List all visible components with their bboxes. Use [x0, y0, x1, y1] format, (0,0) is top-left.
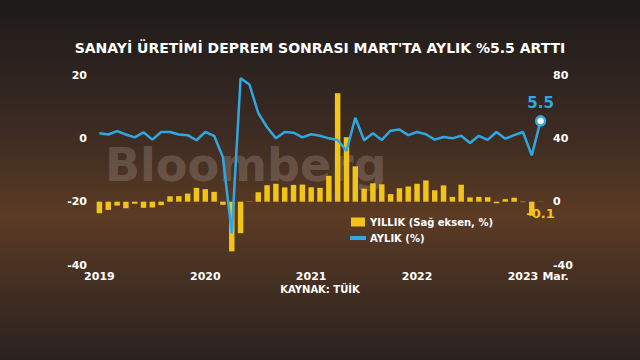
svg-text:Mar.: Mar. — [542, 270, 568, 283]
svg-text:0: 0 — [79, 132, 87, 145]
svg-text:80: 80 — [553, 69, 569, 82]
svg-text:YILLIK (Sağ eksen, %): YILLIK (Sağ eksen, %) — [369, 217, 493, 228]
svg-text:2021: 2021 — [296, 270, 327, 283]
svg-text:SANAYİ ÜRETİMİ DEPREM SONRASI: SANAYİ ÜRETİMİ DEPREM SONRASI MART'TA AY… — [75, 39, 566, 56]
svg-text:0: 0 — [553, 195, 561, 209]
svg-text:20: 20 — [72, 69, 88, 82]
svg-text:2022: 2022 — [402, 270, 433, 283]
svg-text:Bloomberg: Bloomberg — [105, 138, 387, 192]
svg-text:-40: -40 — [553, 258, 573, 272]
svg-text:2020: 2020 — [190, 270, 221, 283]
svg-text:-20: -20 — [67, 195, 87, 208]
svg-text:2023: 2023 — [508, 270, 539, 283]
svg-text:KAYNAK: TÜİK: KAYNAK: TÜİK — [280, 282, 361, 295]
svg-text:5.5: 5.5 — [527, 94, 554, 112]
svg-text:AYLIK (%): AYLIK (%) — [370, 233, 425, 244]
svg-text:-0.1: -0.1 — [526, 206, 554, 221]
svg-text:-40: -40 — [67, 258, 87, 272]
svg-text:2019: 2019 — [84, 270, 115, 283]
svg-text:40: 40 — [553, 132, 569, 145]
